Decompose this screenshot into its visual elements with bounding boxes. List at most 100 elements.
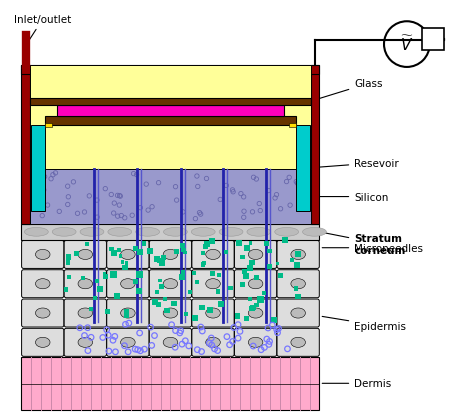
Ellipse shape [248,279,263,289]
Bar [30,98,310,105]
Bar [272,318,277,323]
Bar [171,301,177,307]
FancyBboxPatch shape [149,328,191,356]
Bar [119,255,122,259]
Bar [21,66,319,75]
Bar [248,297,252,301]
Bar [181,271,185,275]
Ellipse shape [248,308,263,318]
Ellipse shape [163,308,178,318]
Bar [109,247,113,251]
FancyBboxPatch shape [149,241,191,269]
Ellipse shape [248,250,263,260]
FancyBboxPatch shape [277,328,319,356]
Bar [137,272,143,278]
Ellipse shape [163,279,178,289]
Bar [46,116,296,125]
FancyBboxPatch shape [64,299,107,327]
Bar [254,275,258,280]
Ellipse shape [78,250,92,260]
Bar [228,286,233,290]
Bar [243,273,249,279]
Bar [147,249,153,254]
Bar [67,275,72,279]
Ellipse shape [206,279,220,289]
Bar [153,299,158,305]
Bar [207,307,213,313]
Ellipse shape [291,279,305,289]
FancyBboxPatch shape [22,299,64,327]
Ellipse shape [120,308,135,318]
FancyBboxPatch shape [235,270,277,298]
Ellipse shape [163,250,178,260]
Bar [202,261,206,266]
Bar [204,242,210,248]
Bar [156,302,161,307]
Bar [217,273,221,277]
Ellipse shape [36,279,50,289]
Ellipse shape [120,337,135,347]
Bar [250,305,255,311]
Bar [296,125,310,211]
Bar [103,274,108,279]
Bar [21,357,319,410]
Ellipse shape [219,228,243,237]
Bar [254,303,258,307]
Bar [66,255,71,260]
Bar [192,315,198,321]
Bar [240,255,245,260]
FancyBboxPatch shape [149,270,191,298]
Bar [199,305,205,311]
Bar [290,259,294,262]
Ellipse shape [302,228,327,237]
Bar [110,250,117,256]
FancyBboxPatch shape [235,299,277,327]
Bar [242,269,247,275]
Bar [122,265,128,271]
FancyBboxPatch shape [277,270,319,298]
Bar [174,249,179,254]
Bar [180,244,184,248]
Bar [267,249,272,254]
Bar [110,272,117,278]
Bar [103,273,107,276]
Bar [105,309,109,314]
Bar [180,275,185,280]
Bar [158,279,162,282]
Ellipse shape [80,228,104,237]
FancyBboxPatch shape [277,299,319,327]
Bar [121,261,124,264]
Bar [89,308,93,311]
Bar [183,251,187,255]
FancyBboxPatch shape [107,241,149,269]
Bar [295,294,301,299]
Bar [294,263,301,268]
Bar [124,309,129,314]
Ellipse shape [206,308,220,318]
Ellipse shape [163,337,178,347]
Bar [164,308,170,313]
FancyBboxPatch shape [107,299,149,327]
Bar [289,123,296,127]
Bar [249,242,252,245]
FancyBboxPatch shape [277,241,319,269]
Bar [188,290,192,294]
Text: $\widetilde{V}$: $\widetilde{V}$ [400,34,414,54]
Text: Epidermis: Epidermis [322,317,406,331]
Ellipse shape [78,308,92,318]
Bar [262,291,266,296]
FancyBboxPatch shape [235,328,277,356]
FancyBboxPatch shape [235,241,277,269]
Bar [224,251,228,254]
Text: Glass: Glass [313,79,383,101]
Bar [57,105,283,116]
Bar [95,279,99,283]
Ellipse shape [120,250,135,260]
Bar [295,252,301,257]
Bar [267,264,272,269]
Bar [201,251,205,255]
Bar [216,290,220,294]
Bar [249,306,255,312]
FancyBboxPatch shape [192,241,234,269]
FancyBboxPatch shape [107,328,149,356]
